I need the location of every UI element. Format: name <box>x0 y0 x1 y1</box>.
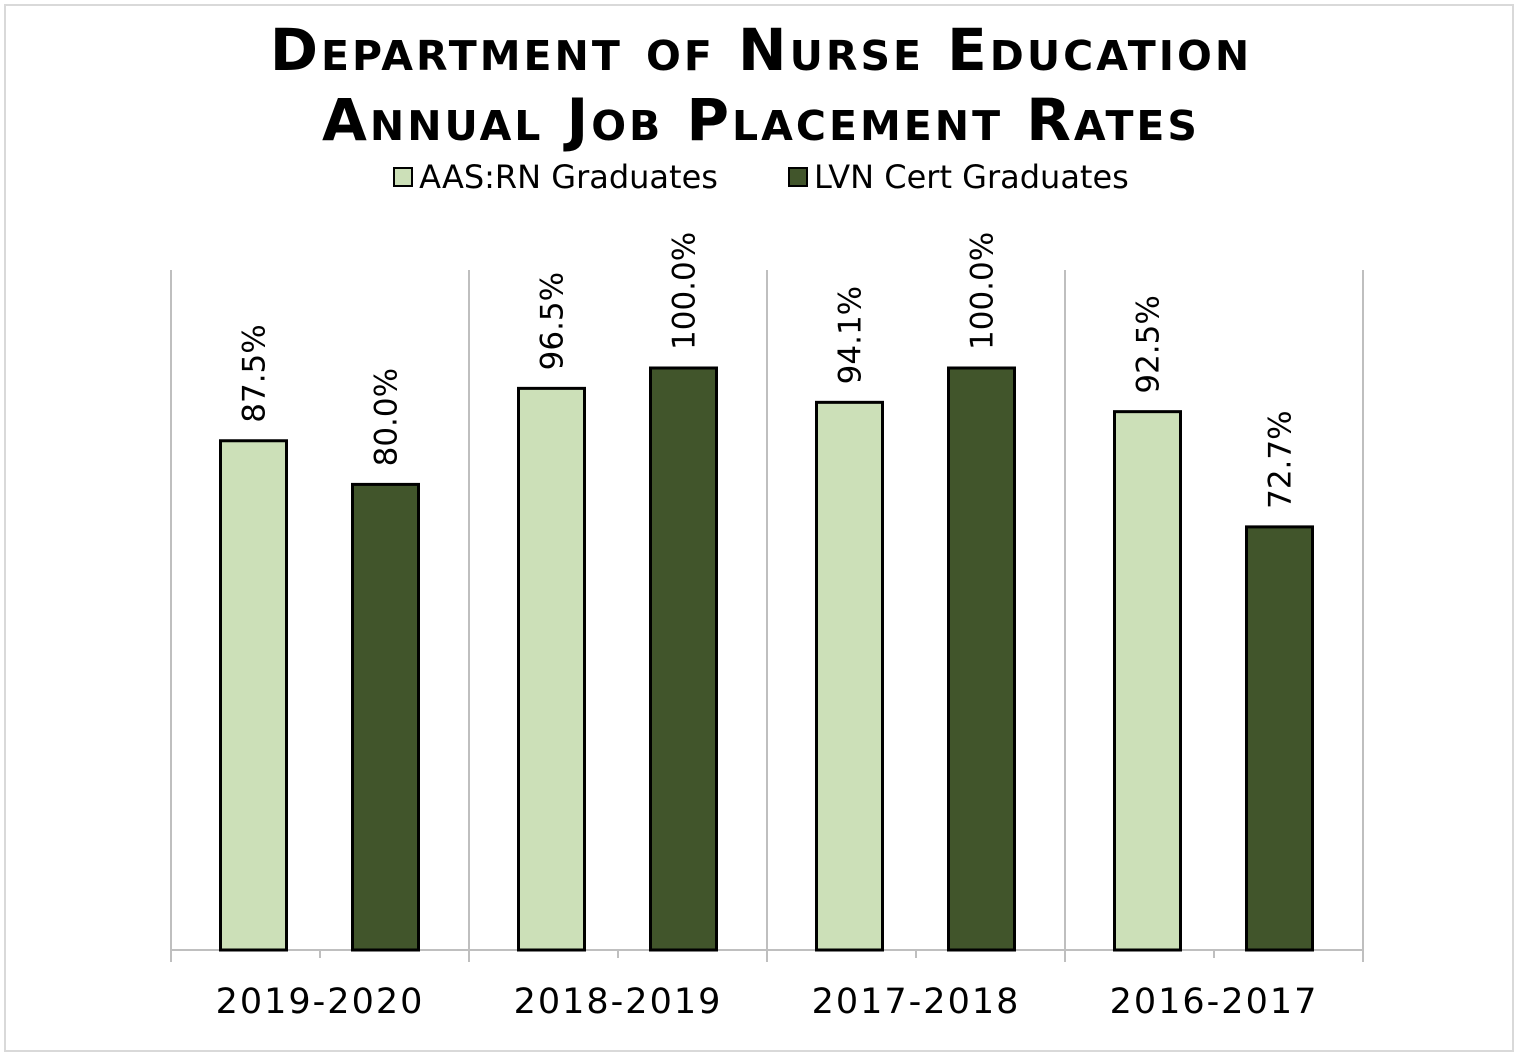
bar-lvn-cert-2017-2018 <box>947 366 1016 952</box>
bar-lvn-cert-2019-2020 <box>351 482 420 952</box>
data-label: 87.5% <box>237 324 273 422</box>
bar-aas-rn-2017-2018 <box>815 400 884 952</box>
x-tick-label: 2018-2019 <box>514 982 723 1022</box>
data-label: 100.0% <box>965 232 1001 350</box>
legend-label-lvn-cert: LVN Cert Graduates <box>813 158 1129 196</box>
legend-item-lvn-cert: LVN Cert Graduates <box>787 158 1129 196</box>
x-tick-label: 2017-2018 <box>812 982 1021 1022</box>
bar-aas-rn-2019-2020 <box>219 439 288 952</box>
x-tick-label: 2019-2020 <box>216 982 425 1022</box>
chart-title-line-1: Department of Nurse Education <box>269 16 1253 84</box>
legend: AAS:RN Graduates LVN Cert Graduates <box>0 158 1522 196</box>
data-label: 80.0% <box>369 368 405 466</box>
x-tick-label: 2016-2017 <box>1110 982 1319 1022</box>
legend-swatch-aas-rn <box>393 167 414 187</box>
data-label: 100.0% <box>667 232 703 350</box>
bar-aas-rn-2016-2017 <box>1113 410 1182 952</box>
legend-item-aas-rn: AAS:RN Graduates <box>393 158 718 196</box>
data-label: 72.7% <box>1263 410 1299 508</box>
bar-lvn-cert-2018-2019 <box>649 366 718 952</box>
data-label: 92.5% <box>1131 295 1167 393</box>
data-label: 96.5% <box>535 272 571 370</box>
chart-title-line-2: Annual Job Placement Rates <box>322 86 1200 154</box>
data-label: 94.1% <box>833 286 869 384</box>
bar-aas-rn-2018-2019 <box>517 386 586 952</box>
legend-label-aas-rn: AAS:RN Graduates <box>419 158 718 196</box>
legend-swatch-lvn-cert <box>787 167 808 187</box>
bar-lvn-cert-2016-2017 <box>1245 525 1314 952</box>
